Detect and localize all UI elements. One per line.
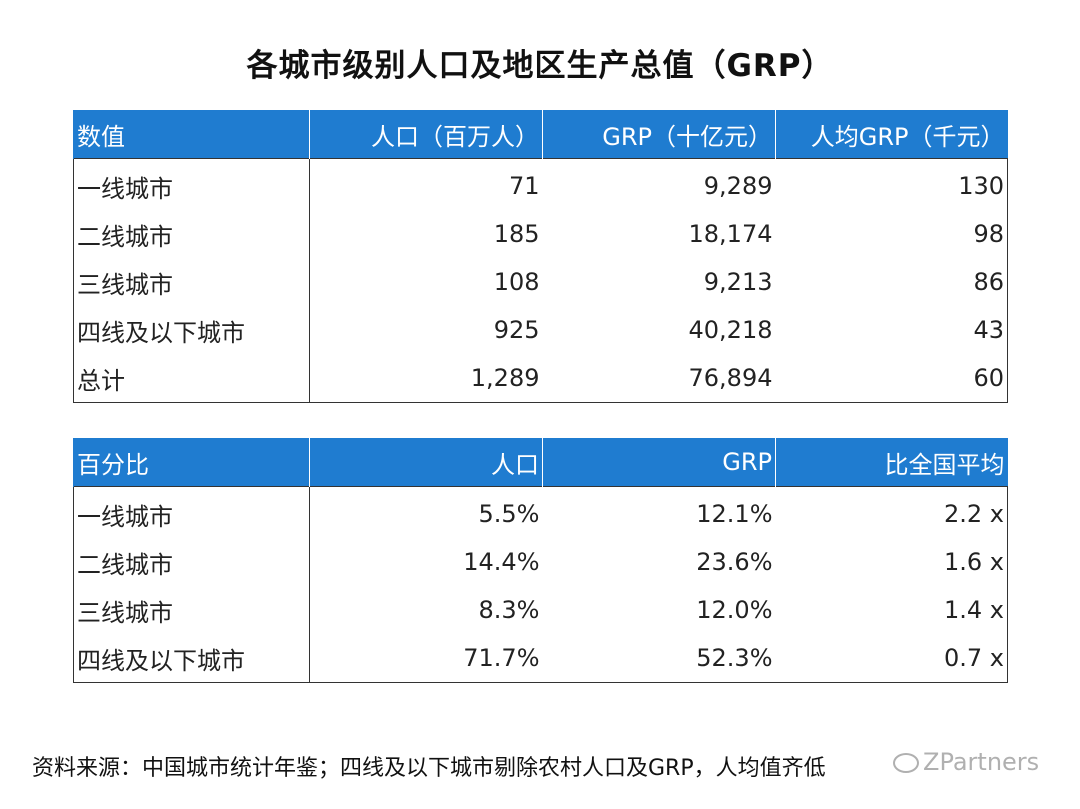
table-row: 三线城市 8.3% 12.0% 1.4 x (73, 586, 1008, 634)
row-label: 三线城市 (73, 258, 310, 306)
table-cell: 5.5% (478, 500, 540, 528)
table-cell: 18,174 (688, 220, 773, 248)
table-cell: 12.0% (696, 596, 773, 624)
column-header: 人口 (309, 438, 543, 487)
table-cell: 60 (973, 364, 1004, 392)
watermark: ZPartners (893, 748, 1039, 776)
table-row: 二线城市 185 18,174 98 (73, 210, 1008, 258)
column-header: GRP（十亿元） (542, 110, 776, 159)
row-label: 总计 (73, 354, 310, 403)
row-label: 二线城市 (73, 210, 310, 258)
table-row: 四线及以下城市 71.7% 52.3% 0.7 x (73, 634, 1008, 683)
table-header-row: 数值 人口（百万人） GRP（十亿元） 人均GRP（千元） (73, 110, 1008, 159)
table-cell: 1.4 x (944, 596, 1004, 624)
table-cell: 40,218 (688, 316, 773, 344)
table-row-total: 总计 1,289 76,894 60 (73, 354, 1008, 403)
row-label: 四线及以下城市 (73, 634, 310, 683)
table-cell: 925 (493, 316, 540, 344)
row-label: 一线城市 (73, 158, 310, 210)
percentage-table: 百分比 人口 GRP 比全国平均 一线城市 5.5% 12.1% 2.2 x 二… (73, 438, 1008, 683)
table-cell: 14.4% (463, 548, 540, 576)
column-header: 人口（百万人） (309, 110, 543, 159)
table-row: 一线城市 71 9,289 130 (73, 158, 1008, 210)
table-cell: 9,289 (703, 172, 773, 200)
source-note: 资料来源：中国城市统计年鉴；四线及以下城市剔除农村人口及GRP，人均值齐低 (32, 756, 826, 781)
table-cell: 1,289 (470, 364, 540, 392)
table-cell: 185 (493, 220, 540, 248)
table-cell: 1.6 x (944, 548, 1004, 576)
table-cell: 2.2 x (944, 500, 1004, 528)
row-label: 三线城市 (73, 586, 310, 634)
column-header: 数值 (73, 110, 310, 159)
table-cell: 86 (973, 268, 1004, 296)
table-cell: 130 (958, 172, 1004, 200)
column-header: 人均GRP（千元） (775, 110, 1008, 159)
table-cell: 108 (493, 268, 540, 296)
wechat-icon (893, 753, 919, 773)
table-cell: 76,894 (688, 364, 773, 392)
table-cell: 98 (973, 220, 1004, 248)
column-header: 比全国平均 (775, 438, 1008, 487)
table-cell: 9,213 (703, 268, 773, 296)
page-title: 各城市级别人口及地区生产总值（GRP） (246, 48, 834, 84)
column-header: 百分比 (73, 438, 310, 487)
row-label: 一线城市 (73, 486, 310, 538)
column-header: GRP (542, 438, 776, 487)
table-header-row: 百分比 人口 GRP 比全国平均 (73, 438, 1008, 487)
table-cell: 8.3% (478, 596, 540, 624)
table-row: 四线及以下城市 925 40,218 43 (73, 306, 1008, 354)
table-row: 三线城市 108 9,213 86 (73, 258, 1008, 306)
values-table: 数值 人口（百万人） GRP（十亿元） 人均GRP（千元） 一线城市 71 9,… (73, 110, 1008, 403)
table-cell: 71 (508, 172, 540, 200)
table-cell: 71.7% (463, 644, 540, 672)
table-row: 一线城市 5.5% 12.1% 2.2 x (73, 486, 1008, 538)
row-label: 二线城市 (73, 538, 310, 586)
table-cell: 52.3% (696, 644, 773, 672)
table-cell: 23.6% (696, 548, 773, 576)
table-cell: 43 (973, 316, 1004, 344)
watermark-text: ZPartners (923, 748, 1040, 776)
table-row: 二线城市 14.4% 23.6% 1.6 x (73, 538, 1008, 586)
table-cell: 12.1% (696, 500, 773, 528)
table-cell: 0.7 x (944, 644, 1004, 672)
row-label: 四线及以下城市 (73, 306, 310, 354)
